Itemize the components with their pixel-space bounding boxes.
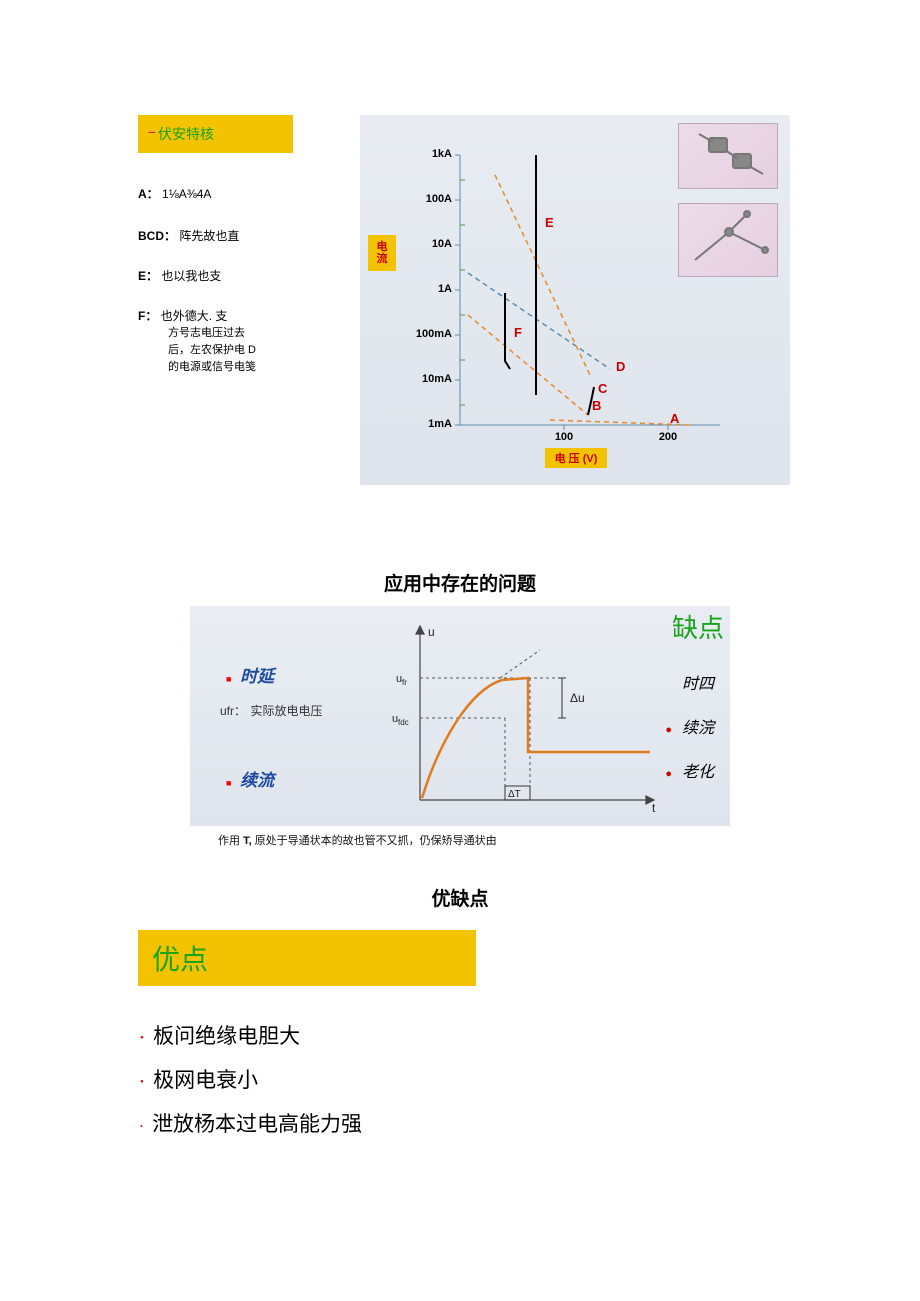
item-bcd: BCD： 阵先故也直 [138,227,239,245]
line-f: F [514,325,522,340]
tag-dash: − [148,126,156,142]
line-a: A [670,411,679,426]
ytick-1: 1mA [406,418,452,430]
t-axis: t [652,801,656,815]
y-axis-char2: 流 [377,253,388,265]
delta-u: Δu [570,691,585,705]
svg-text:fr: fr [402,678,407,687]
xtick-1: 100 [544,431,584,443]
cap-post: 原处于导通状本的故也管不又抓，仍保矫导通状由 [255,835,497,847]
text-a: 1⅛A⅜4A [162,187,211,201]
adv1-text: 板问绝缘电胆大 [153,1024,300,1048]
va-characteristic-section: − 伏安特核 A： 1⅛A⅜4A BCD： 阵先故也直 E： 也以我也支 F： … [130,115,790,485]
f-sub3: 的电源或信号电笺 [168,359,318,376]
u-label: ufr： [220,704,246,718]
line-d: D [616,359,625,374]
item-e: E： 也以我也支 [138,267,221,285]
adv-2: • 极网电衰小 [140,1064,362,1094]
section2-title: 应用中存在的问题 [130,555,790,606]
ytick-4: 1A [406,283,452,295]
k2-text: 续流 [240,771,274,790]
left-u: ufr： 实际放电电压 [220,702,322,720]
label-bcd: BCD： [138,229,176,243]
problems-section: 应用中存在的问题 缺点 ■ 时延 ufr： 实际放电电压 ■ 续流 时四 ● 续… [130,555,790,848]
adv-1: • 板问绝缘电胆大 [140,1020,362,1050]
ytick-6: 100A [406,193,452,205]
label-e: E： [138,269,158,283]
line-b: B [592,398,601,413]
ytick-7: 1kA [406,148,452,160]
f-sub2: 后，左农保护电 D [168,342,318,359]
item-a: A： 1⅛A⅜4A [138,185,211,203]
left-k2: ■ 续流 [226,766,274,791]
xtick-2: 200 [648,431,688,443]
text-bcd: 阵先故也直 [179,229,239,243]
tag-text: 伏安特核 [158,124,214,144]
text-e: 也以我也支 [161,269,221,283]
line-e: E [545,215,554,230]
u-text: 实际放电电压 [250,704,322,718]
ytick-3: 100mA [406,328,452,340]
advantage-badge: 优点 [138,930,476,986]
advantage-text: 优点 [152,938,208,978]
left-k1: ■ 时延 [226,662,274,687]
adv3-text: 泄放杨本过电高能力强 [152,1112,362,1136]
item-f: F： 也外德大. 支 方号志电压过去 后，左农保护电 D 的电源或信号电笺 [138,307,318,376]
bullet-icon: • [140,1032,144,1044]
caption: 作用 T, 原处于导通状本的故也管不又抓，仍保矫导通状由 [130,826,790,848]
bullet-icon: ■ [226,674,231,684]
problems-chart: 缺点 ■ 时延 ufr： 实际放电电压 ■ 续流 时四 ● 续浣 ● 老化 [190,606,730,826]
cap-t: T, [243,835,252,847]
ytick-2: 10mA [406,373,452,385]
section3-title: 优缺点 [130,870,790,921]
advantage-list: • 板问绝缘电胆大 • 极网电衰小 • 泄放杨本过电高能力强 [140,1020,362,1152]
ytick-5: 10A [406,238,452,250]
f-sub1: 方号志电压过去 [168,325,318,342]
cap-pre: 作用 [218,835,243,847]
label-f: F： [138,309,157,323]
va-chart: 1kA 100A 10A 1A 100mA 10mA 1mA 100 200 电… [360,115,790,485]
bullet-icon: • [140,1122,143,1131]
y-axis-badge: 电 流 [368,235,396,271]
bullet-icon: • [140,1076,144,1088]
section-tag: − 伏安特核 [138,115,293,153]
bullet-icon: ■ [226,778,231,788]
x-axis-badge: 电 压 (V) [545,448,607,468]
delay-graph: u t ufr ufdc Δu ΔT [390,620,690,820]
u-axis: u [428,625,435,639]
adv2-text: 极网电衰小 [153,1068,258,1092]
line-c: C [598,381,607,396]
pros-cons-section: 优缺点 优点 • 板问绝缘电胆大 • 极网电衰小 • 泄放杨本过电高能力强 [130,870,790,921]
svg-text:fdc: fdc [398,718,409,727]
y-axis-char1: 电 [377,241,388,253]
k1-text: 时延 [240,667,274,686]
delta-t: ΔT [508,789,521,800]
text-f: 也外德大. 支 [161,309,228,323]
label-a: A： [138,187,159,201]
adv-3: • 泄放杨本过电高能力强 [140,1108,362,1138]
